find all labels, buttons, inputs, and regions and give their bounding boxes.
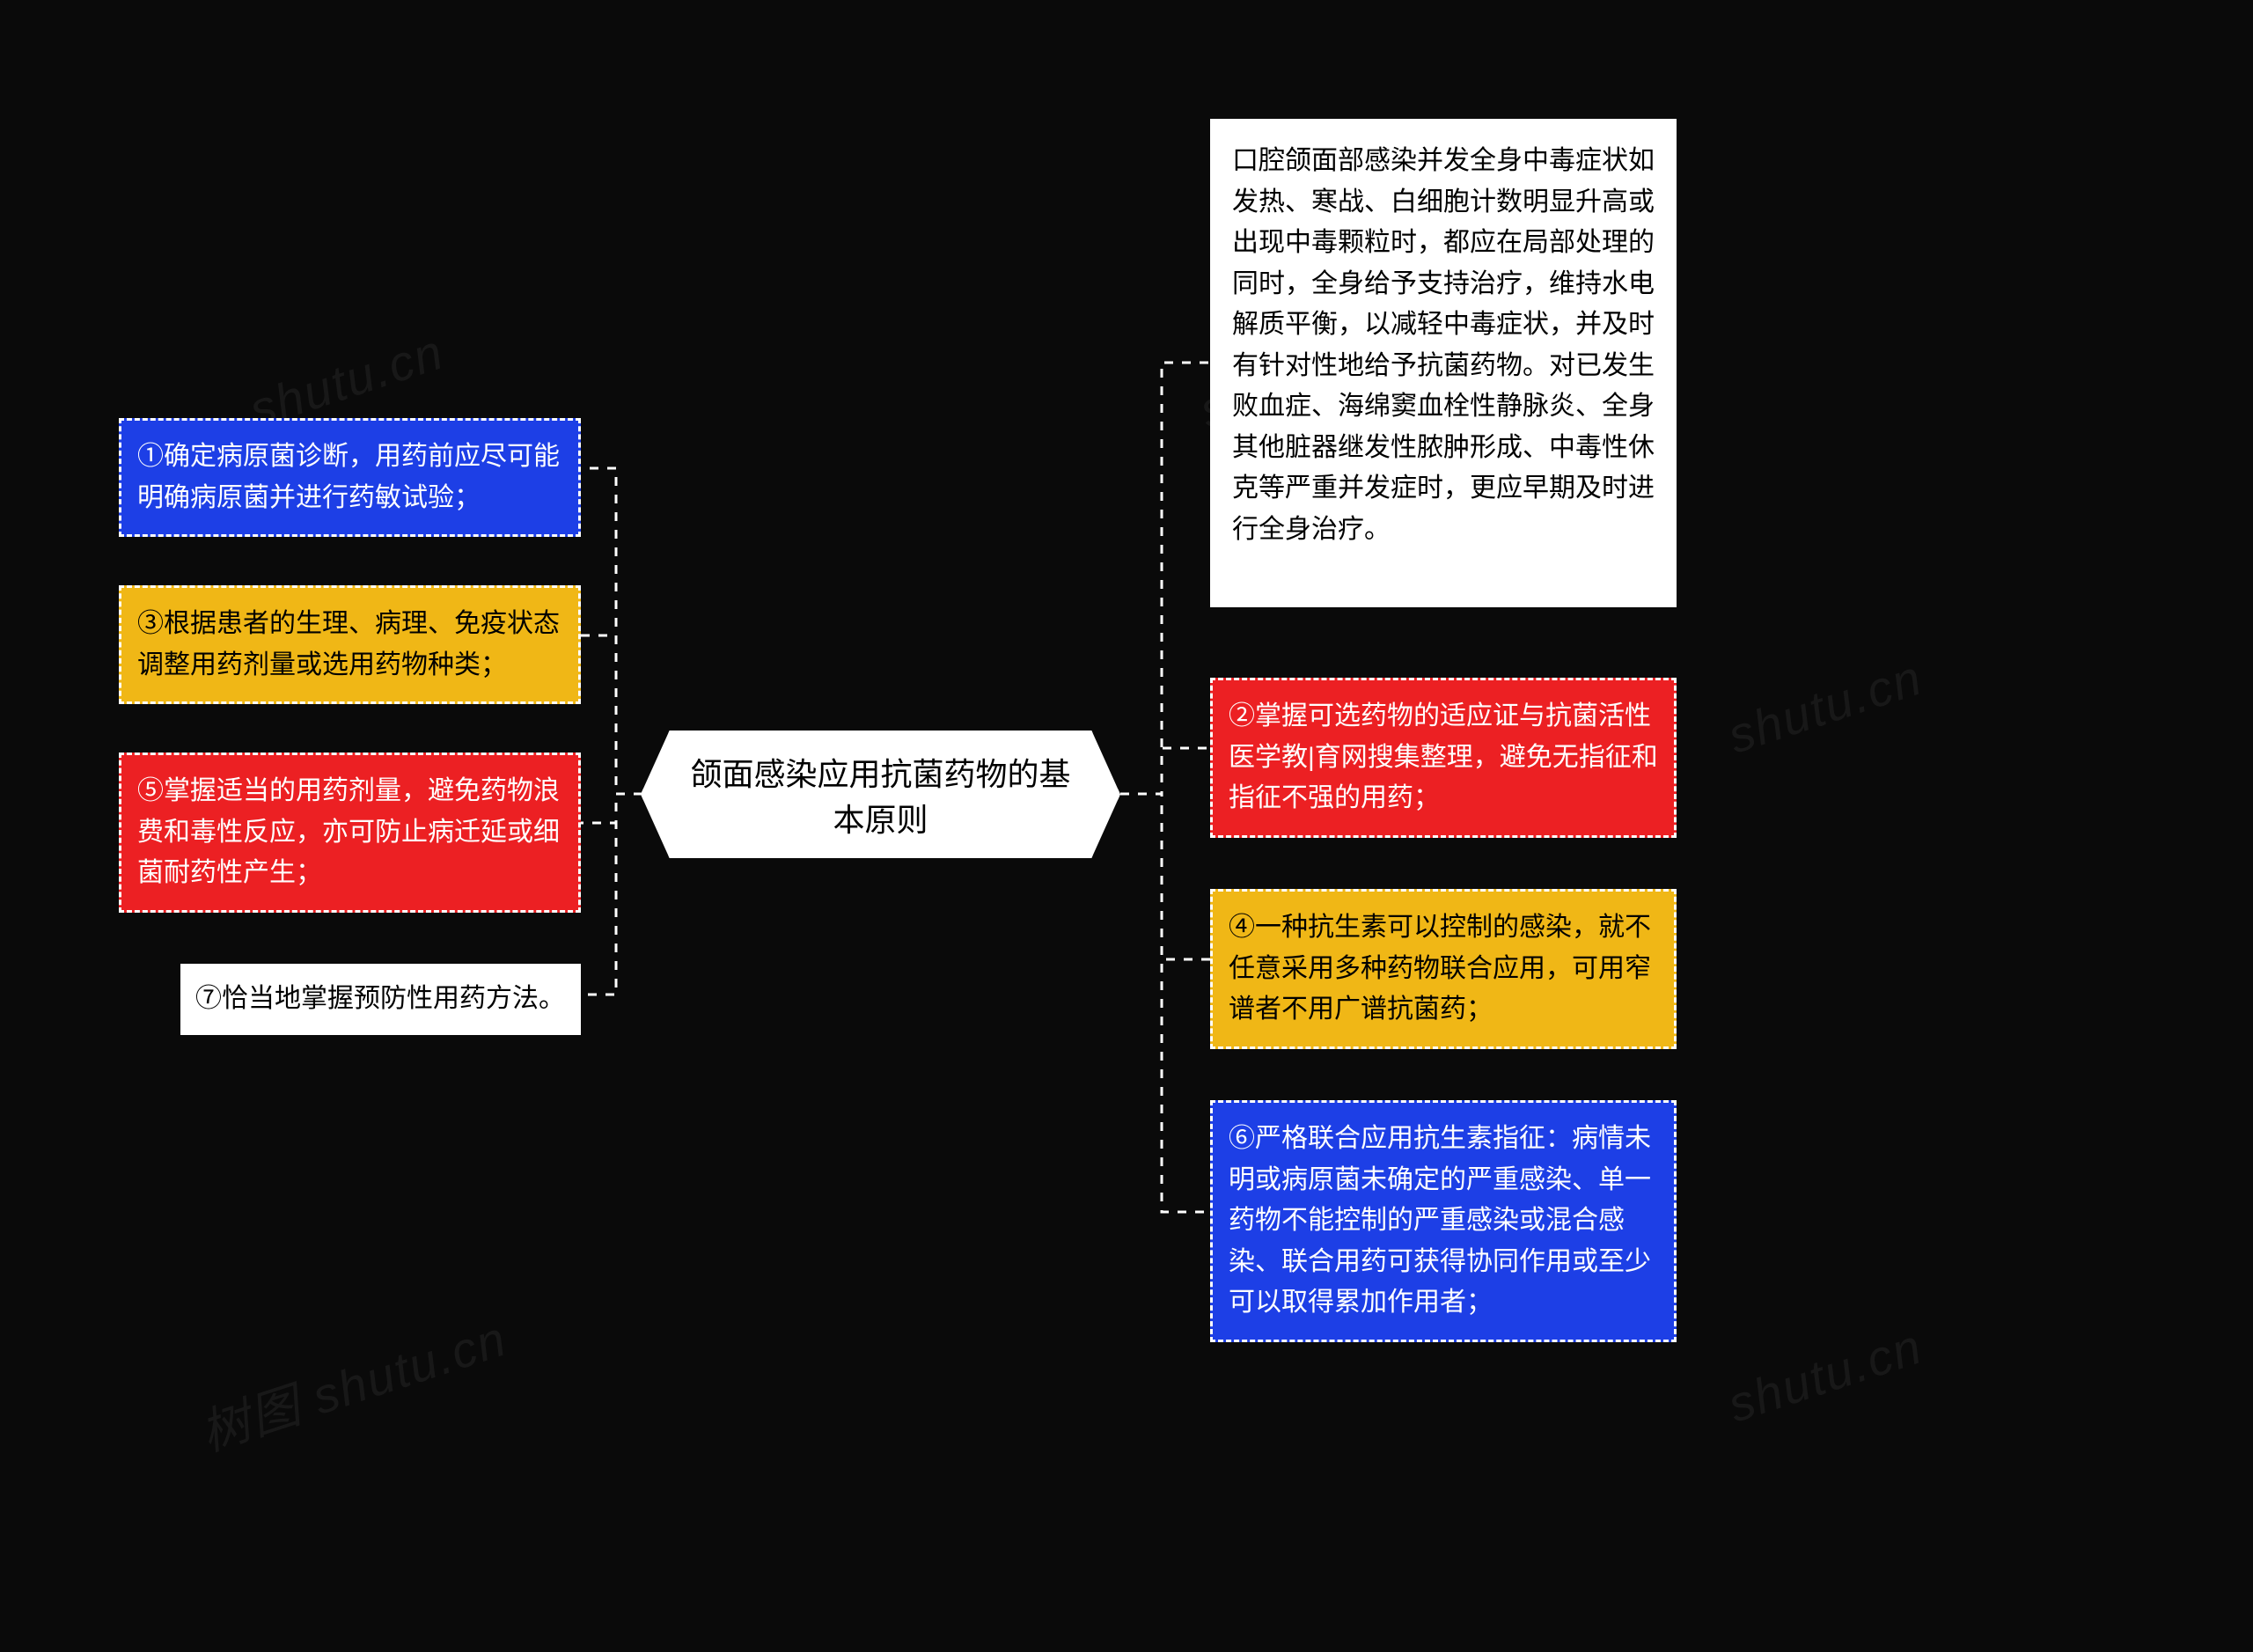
node-principle-3: ③根据患者的生理、病理、免疫状态调整用药剂量或选用药物种类；	[119, 585, 581, 704]
center-label: 颌面感染应用抗菌药物的基本原则	[679, 749, 1082, 841]
node-principle-1: ①确定病原菌诊断，用药前应尽可能明确病原菌并进行药敏试验；	[119, 418, 581, 537]
watermark: shutu.cn	[1721, 1317, 1930, 1433]
node-principle-2: ②掌握可选药物的适应证与抗菌活性医学教|育网搜集整理，避免无指征和指征不强的用药…	[1210, 678, 1677, 838]
node-principle-6: ⑥严格联合应用抗生素指征：病情未明或病原菌未确定的严重感染、单一药物不能控制的严…	[1210, 1100, 1677, 1342]
center-node: 颌面感染应用抗菌药物的基本原则	[641, 731, 1120, 858]
node-principle-7: ⑦恰当地掌握预防性用药方法。	[180, 964, 581, 1035]
node-intro: 口腔颌面部感染并发全身中毒症状如发热、寒战、白细胞计数明显升高或出现中毒颗粒时，…	[1210, 119, 1677, 607]
node-principle-5: ⑤掌握适当的用药剂量，避免药物浪费和毒性反应，亦可防止病迁延或细菌耐药性产生；	[119, 753, 581, 913]
watermark: shutu.cn	[1721, 648, 1930, 764]
watermark: 树图 shutu.cn	[190, 1299, 515, 1465]
node-principle-4: ④一种抗生素可以控制的感染，就不任意采用多种药物联合应用，可用窄谱者不用广谱抗菌…	[1210, 889, 1677, 1049]
